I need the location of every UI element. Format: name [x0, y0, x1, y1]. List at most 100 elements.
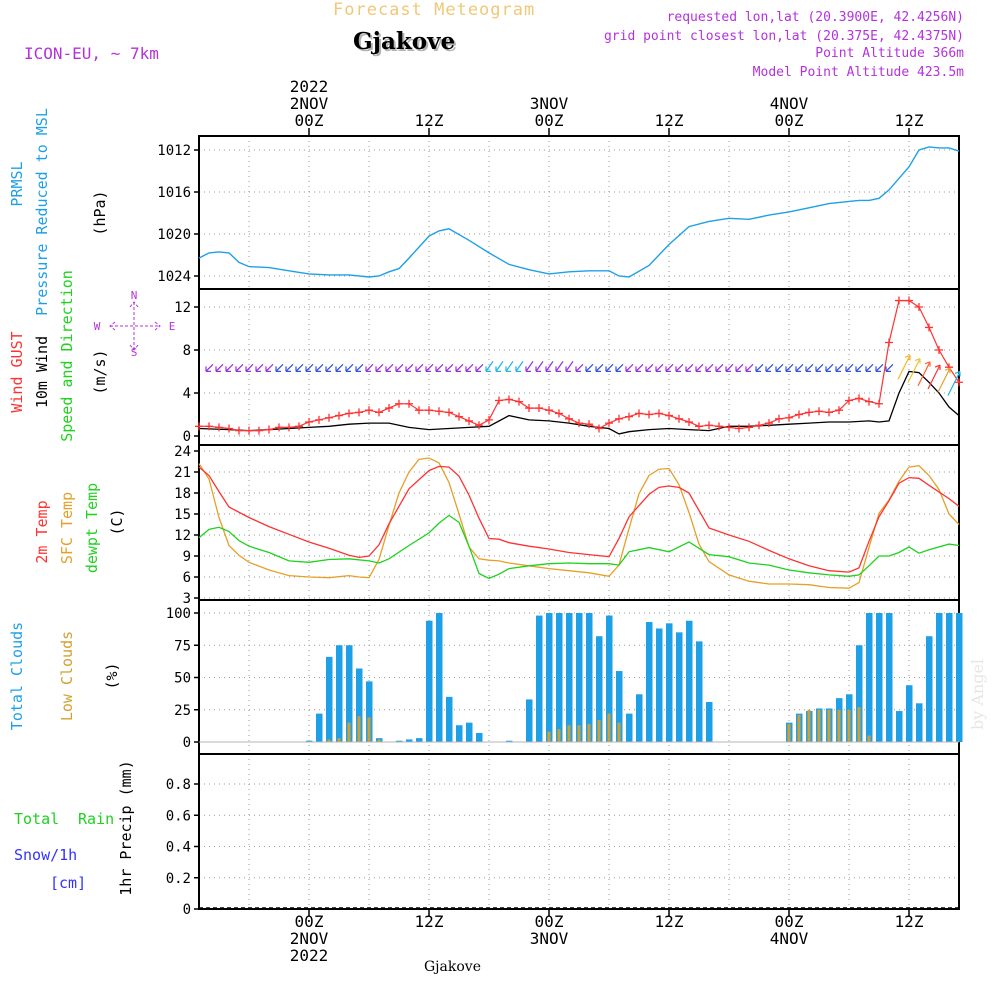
low-cloud-bar	[377, 739, 381, 742]
low-cloud-bar	[367, 717, 371, 742]
gust-marker	[385, 404, 393, 413]
gust-marker	[825, 408, 833, 417]
y-tick-label: 12	[174, 528, 191, 544]
total-cloud-bar	[586, 613, 593, 742]
time-label-top: 2NOV	[290, 94, 329, 113]
gust-marker	[405, 399, 413, 408]
wind-direction-arrow	[395, 363, 404, 372]
time-label-bottom: 2NOV	[290, 929, 329, 948]
wind-direction-arrow	[465, 363, 474, 372]
y-tick-label: 24	[174, 444, 191, 460]
gust-marker	[935, 346, 943, 354]
total-cloud-bar	[636, 694, 643, 742]
gust-marker	[585, 420, 593, 429]
low-cloud-bar	[837, 709, 841, 742]
wind-direction-arrow	[575, 363, 584, 372]
y-tick-label: 1024	[157, 269, 191, 285]
time-label-top: 3NOV	[530, 94, 569, 113]
total-cloud-bar	[936, 613, 943, 742]
dewpt-label: dewpt Temp	[83, 483, 101, 573]
temp2m-label: 2m Temp	[33, 500, 51, 563]
y-tick-label: 0	[183, 902, 191, 918]
gust-marker	[795, 410, 803, 419]
gust-marker	[635, 409, 643, 418]
total-cloud-bar	[396, 740, 403, 742]
y-tick-label: 1012	[157, 143, 191, 159]
total-cloud-bar	[646, 622, 653, 742]
clouds-unit: (%)	[103, 662, 121, 689]
wind-direction-arrow	[565, 361, 574, 372]
gust-marker	[575, 419, 583, 428]
wind-direction-arrow	[825, 363, 834, 372]
y-tick-label: 3	[183, 591, 191, 607]
wind-direction-arrow	[355, 363, 364, 372]
y-tick-label: 9	[183, 549, 191, 565]
rain-label: Rain	[78, 810, 114, 828]
compass-n: N	[131, 289, 138, 302]
y-tick-label: 0.4	[166, 840, 191, 856]
time-label-bottom: 00Z	[775, 912, 804, 931]
wind-direction-arrow	[455, 363, 464, 372]
gust-marker	[475, 421, 483, 430]
y-tick-label: 0.8	[166, 777, 191, 793]
total-cloud-bar	[886, 613, 893, 742]
wind-direction-arrow	[655, 363, 664, 372]
product-title: Forecast Meteogram	[333, 0, 536, 20]
dewpt-line	[198, 514, 960, 580]
wind-direction-arrow	[365, 363, 374, 372]
wind-direction-arrow	[907, 358, 921, 383]
wind-direction-arrow	[805, 363, 814, 372]
gust-line	[199, 300, 960, 432]
wind-direction-arrow	[845, 363, 854, 372]
time-label-bottom: 12Z	[655, 912, 684, 931]
total-cloud-bar	[316, 713, 323, 742]
total-cloud-bar	[666, 623, 673, 742]
gust-marker	[505, 395, 513, 404]
wind-direction-arrow	[525, 361, 534, 372]
y-tick-label: 15	[174, 507, 191, 523]
y-tick-label: 25	[174, 703, 191, 719]
low-cloud-bar	[567, 725, 571, 742]
temp2m-line	[198, 465, 960, 573]
gust-marker	[835, 406, 843, 415]
total-cloud-bar	[356, 668, 363, 742]
y-tick-label: 21	[174, 465, 191, 481]
wind-direction-arrow	[855, 363, 864, 372]
wind-direction-arrow	[375, 363, 384, 372]
gust-marker	[425, 406, 433, 415]
wind-direction-arrow	[405, 363, 414, 372]
wind-direction-arrow	[897, 354, 911, 380]
low-cloud-bar	[587, 723, 591, 742]
gust-marker	[675, 414, 683, 423]
wind-direction-arrow	[885, 363, 894, 372]
time-label-top: 00Z	[775, 111, 804, 130]
gust-marker	[515, 397, 523, 406]
gust-marker	[685, 418, 693, 427]
wind-direction-arrow	[645, 363, 654, 372]
footer-station: Gjakove	[424, 959, 481, 975]
wind-direction-arrow	[435, 363, 444, 372]
gust-marker	[205, 422, 213, 431]
gust-marker	[625, 412, 633, 421]
compass-w: W	[94, 320, 101, 333]
y-tick-label: 1016	[157, 185, 191, 201]
low-cloud-bar	[797, 714, 801, 742]
gust-marker	[725, 423, 733, 432]
gust-marker	[775, 414, 783, 423]
gust-marker	[755, 421, 763, 430]
gust-marker	[485, 415, 493, 424]
total-cloud-bar	[616, 671, 623, 742]
gust-marker	[765, 419, 773, 428]
gust-marker	[905, 296, 913, 305]
gust-marker	[745, 423, 753, 432]
time-label-bottom: 4NOV	[770, 929, 809, 948]
total-cloud-bar	[876, 613, 883, 742]
wind-direction-arrow	[585, 363, 594, 372]
gust-marker	[805, 408, 813, 417]
wind-unit: (m/s)	[91, 349, 109, 394]
wind-direction-arrow	[545, 361, 554, 372]
total-cloud-bar	[576, 613, 583, 742]
wind-direction-arrow	[665, 363, 674, 372]
low-cloud-bar	[357, 716, 361, 742]
